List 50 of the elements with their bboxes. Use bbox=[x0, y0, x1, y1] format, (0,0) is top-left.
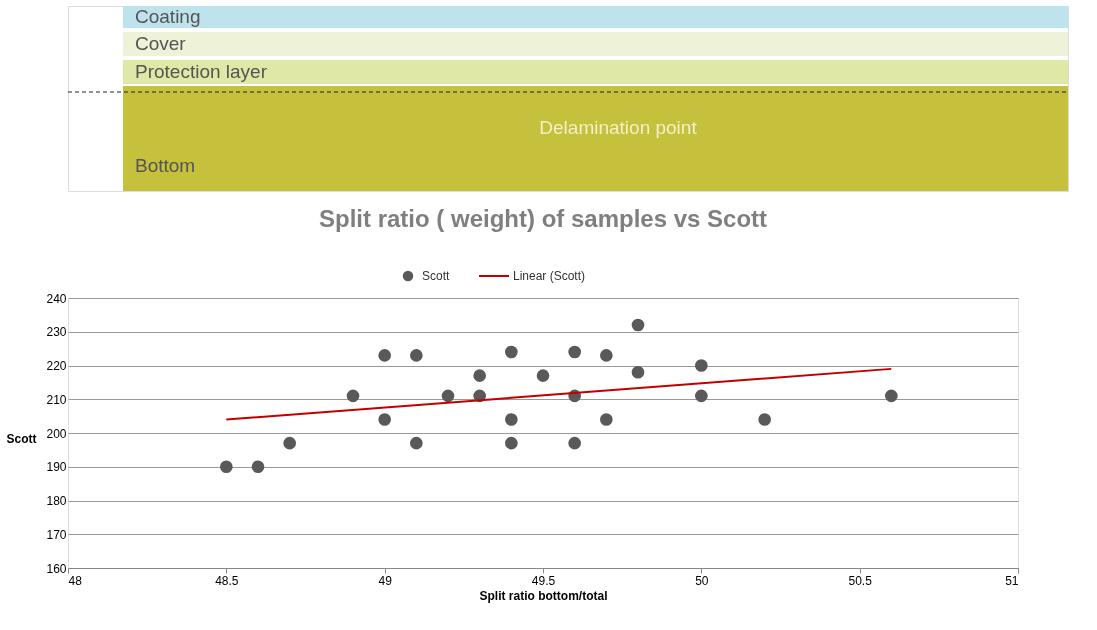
chart-title: Split ratio ( weight) of samples vs Scott bbox=[318, 205, 768, 232]
point bbox=[568, 345, 581, 359]
point bbox=[758, 413, 771, 426]
point bbox=[695, 359, 708, 372]
point bbox=[410, 436, 423, 450]
point bbox=[600, 349, 613, 362]
point bbox=[536, 369, 550, 382]
point bbox=[505, 436, 518, 450]
text: Cover bbox=[135, 33, 187, 54]
point bbox=[695, 389, 708, 403]
point bbox=[600, 413, 613, 426]
point bbox=[631, 318, 645, 332]
y-tick-label: 230 bbox=[46, 325, 67, 340]
y-tick-label: 160 bbox=[46, 561, 67, 576]
text: Protection layer bbox=[135, 61, 268, 82]
text: Coating bbox=[135, 6, 201, 27]
point bbox=[410, 349, 423, 362]
y-tick-label: 200 bbox=[46, 426, 67, 441]
point bbox=[473, 369, 486, 382]
point bbox=[251, 460, 265, 474]
x-tick-label: 50 bbox=[695, 573, 709, 588]
x-tick-label: 48 bbox=[68, 573, 83, 588]
x-tick-label: 50.5 bbox=[848, 573, 873, 588]
y-tick-label: 180 bbox=[46, 494, 67, 508]
legend-label: Linear (Scott) bbox=[513, 269, 586, 283]
y-axis-title: Scott bbox=[6, 431, 37, 446]
x-tick-label: 51 bbox=[1005, 573, 1019, 588]
point bbox=[220, 460, 233, 474]
y-tick-label: 190 bbox=[46, 460, 67, 475]
x-axis-title: Split ratio bottom/total bbox=[479, 588, 608, 603]
point bbox=[631, 365, 645, 379]
point bbox=[378, 413, 391, 426]
y-tick-label: 170 bbox=[46, 527, 67, 542]
point bbox=[283, 436, 296, 450]
x-tick-label: 48.5 bbox=[215, 573, 239, 588]
point bbox=[505, 345, 518, 359]
x-tick-label: 49.5 bbox=[531, 573, 556, 588]
point bbox=[346, 389, 360, 403]
legend-label: Scott bbox=[422, 269, 451, 283]
point bbox=[885, 389, 898, 403]
text: Delamination point bbox=[539, 117, 698, 138]
point bbox=[378, 349, 391, 362]
point bbox=[568, 436, 581, 450]
point bbox=[441, 389, 455, 403]
point bbox=[505, 413, 518, 426]
text: Bottom bbox=[135, 155, 196, 176]
y-tick-label: 220 bbox=[46, 359, 67, 373]
y-tick-label: 210 bbox=[46, 392, 67, 407]
x-tick-label: 49 bbox=[378, 573, 393, 588]
y-tick-label: 240 bbox=[46, 291, 67, 306]
